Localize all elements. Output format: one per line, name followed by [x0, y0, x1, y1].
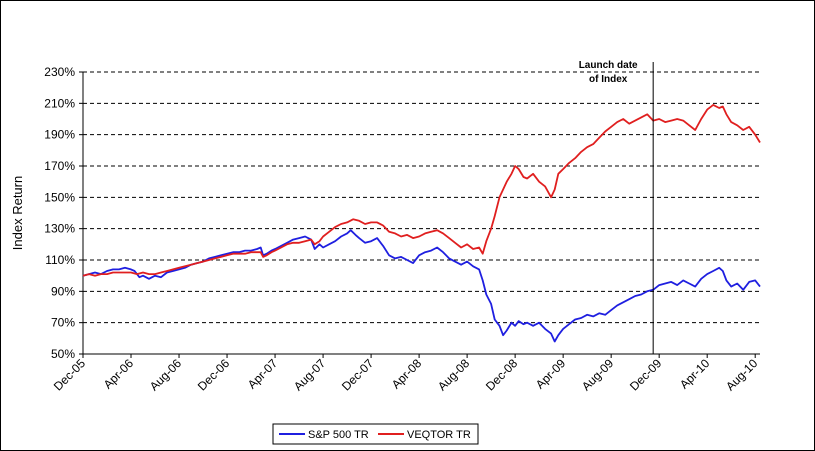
x-tick-label: Aug-06 [147, 356, 184, 393]
legend: S&P 500 TR VEQTOR TR [272, 423, 479, 445]
x-tick-label: Apr-07 [245, 356, 281, 392]
x-tick-label: Apr-09 [533, 356, 569, 392]
x-tick-label: Dec-08 [483, 356, 520, 393]
y-tick-label: 210% [44, 96, 75, 110]
x-tick-label: Dec-06 [195, 356, 232, 393]
legend-label-sp500: S&P 500 TR [308, 429, 369, 441]
x-tick-label: Dec-09 [627, 356, 664, 393]
y-tick-label: 70% [51, 316, 75, 330]
grid-layer [83, 71, 760, 324]
y-tick-label: 130% [44, 222, 75, 236]
legend-box [272, 423, 479, 445]
annotation-layer: Launch date of Index [579, 60, 654, 354]
y-tick-label: 170% [44, 159, 75, 173]
y-tick-label: 50% [51, 347, 75, 361]
legend-label-veqtor: VEQTOR TR [407, 429, 471, 441]
y-tick-label: 150% [44, 190, 75, 204]
x-tick-label: Dec-05 [51, 356, 88, 393]
launch-annotation-line1: Launch date [579, 60, 638, 71]
x-tick-label: Aug-10 [723, 356, 760, 393]
x-tick-label: Aug-07 [291, 356, 328, 393]
y-tick-label: 230% [44, 65, 75, 79]
x-tick-label: Apr-10 [677, 356, 713, 392]
series-line-1 [82, 104, 761, 277]
x-tick-label: Apr-06 [101, 356, 137, 392]
x-tick-label: Apr-08 [389, 356, 425, 392]
y-tick-label: 190% [44, 128, 75, 142]
y-axis-title: Index Return [10, 176, 25, 250]
series-layer [82, 104, 761, 343]
y-tick-label: 90% [51, 284, 75, 298]
series-line-0 [82, 229, 761, 343]
x-tick-label: Dec-07 [339, 356, 376, 393]
x-tick-label: Aug-08 [435, 356, 472, 393]
launch-annotation-line2: of Index [589, 74, 628, 85]
y-tick-label: 110% [45, 253, 75, 267]
x-tick-label: Aug-09 [579, 356, 616, 393]
